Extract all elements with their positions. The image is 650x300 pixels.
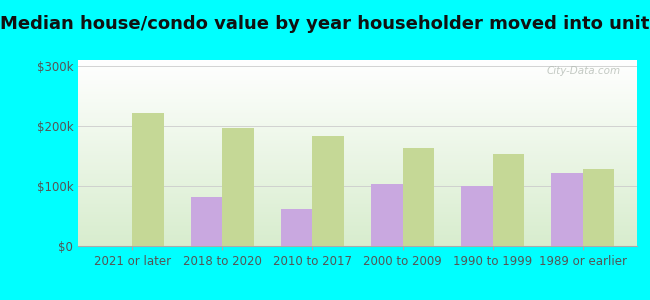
Bar: [190, 197, 222, 246]
Bar: [132, 113, 164, 246]
Text: City-Data.com: City-Data.com: [546, 66, 620, 76]
Bar: [551, 173, 583, 246]
Bar: [493, 154, 525, 246]
Bar: [281, 209, 313, 246]
Bar: [402, 148, 434, 246]
Bar: [583, 169, 614, 246]
Text: Median house/condo value by year householder moved into unit: Median house/condo value by year househo…: [0, 15, 650, 33]
Bar: [313, 136, 344, 246]
Bar: [462, 186, 493, 246]
Bar: [371, 184, 402, 246]
Bar: [222, 128, 254, 246]
